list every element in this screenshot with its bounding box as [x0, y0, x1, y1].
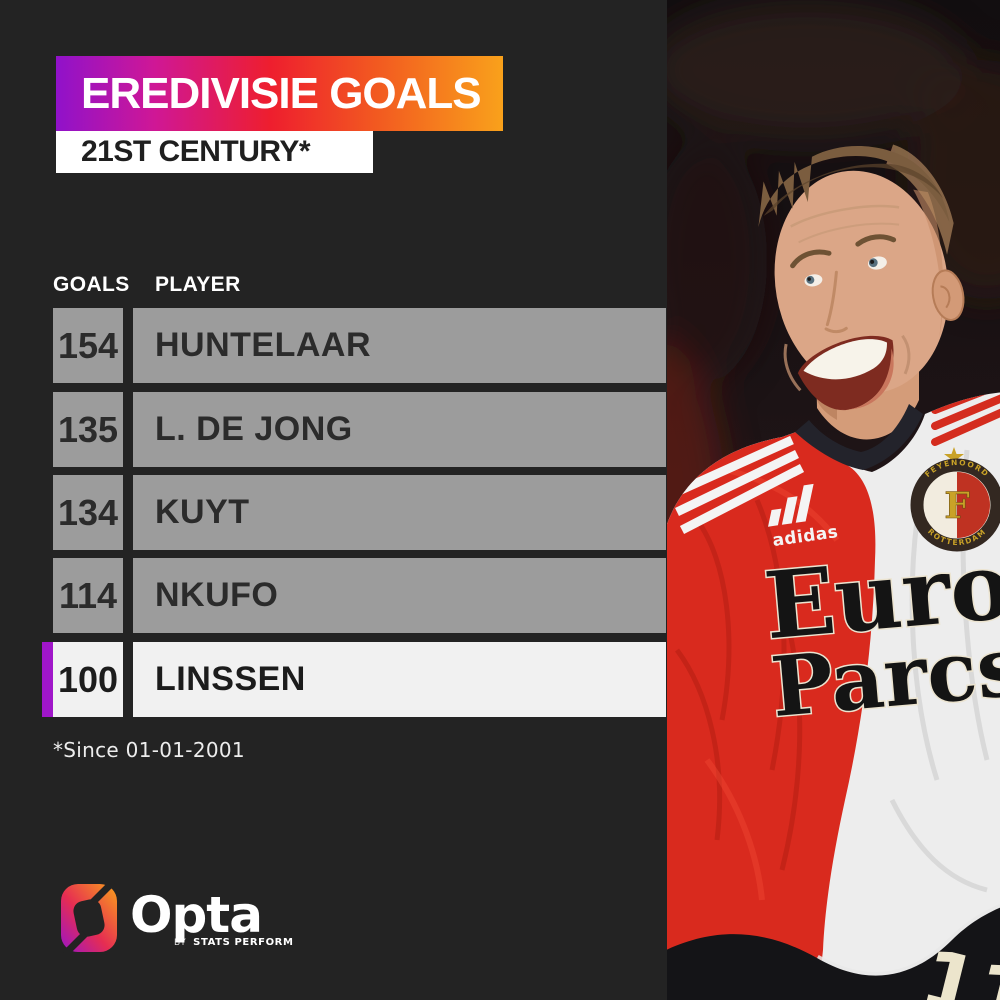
player-eyebrow-right [855, 234, 897, 247]
table-row: 154 HUNTELAAR [53, 308, 666, 383]
opta-wordmark: Opta [130, 886, 263, 944]
player-smile [797, 335, 894, 411]
goals-cell: 154 [53, 308, 123, 383]
player-nose [824, 270, 848, 334]
title-banner: EREDIVISIE GOALS [56, 56, 503, 131]
player-eyebrow-left [790, 249, 832, 269]
player-shorts: 11 [667, 903, 1000, 1000]
table-row: 135 L. DE JONG [53, 392, 666, 467]
page-title: EREDIVISIE GOALS [81, 68, 482, 118]
player-shirt: adidas F FEYENOORD ROTTERDAM Euro Parcs [667, 392, 1000, 1000]
crest-letter: F [944, 485, 970, 527]
adidas-shoulder-stripes-left [670, 435, 805, 534]
sponsor-line1: Euro [760, 531, 1000, 660]
highlight-accent-bar [42, 642, 53, 717]
table-row: 134 KUYT [53, 475, 666, 550]
player-ear [931, 269, 965, 321]
table-row-highlighted: 100 LINSSEN [42, 642, 666, 717]
player-cell: HUNTELAAR [133, 308, 666, 383]
crest-star-icon [944, 447, 964, 466]
player-photo: adidas F FEYENOORD ROTTERDAM Euro Parcs [667, 0, 1000, 1000]
table-row: 114 NKUFO [53, 558, 666, 633]
tagline-stats-perform: STATS PERFORM [193, 937, 294, 948]
player-cell: KUYT [133, 475, 666, 550]
goals-cell: 100 [53, 642, 123, 717]
tagline-by: BY [174, 938, 187, 948]
feyenoord-crest: F FEYENOORD ROTTERDAM [910, 447, 1000, 552]
player-cell: L. DE JONG [133, 392, 666, 467]
goals-cell: 134 [53, 475, 123, 550]
player-cell: NKUFO [133, 558, 666, 633]
goals-cell: 135 [53, 392, 123, 467]
sponsor-line2: Parcs [768, 619, 1000, 737]
goals-cell: 114 [53, 558, 123, 633]
shirt-collar [795, 404, 923, 470]
shirt-sponsor: Euro Parcs [759, 530, 1000, 738]
stats-perform-tagline: BY STATS PERFORM [174, 937, 294, 948]
column-header-goals: GOALS [53, 273, 130, 296]
opta-logo-icon [61, 883, 117, 953]
player-head [758, 144, 965, 411]
subtitle-banner: 21ST CENTURY* [56, 131, 373, 173]
player-eye-left [804, 274, 823, 287]
player-cell: LINSSEN [133, 642, 666, 717]
page-subtitle: 21ST CENTURY* [81, 135, 311, 168]
footnote: *Since 01-01-2001 [53, 738, 245, 762]
column-header-player: PLAYER [155, 273, 241, 296]
shirt-red-half [667, 428, 876, 1000]
player-eye-right [867, 256, 887, 270]
